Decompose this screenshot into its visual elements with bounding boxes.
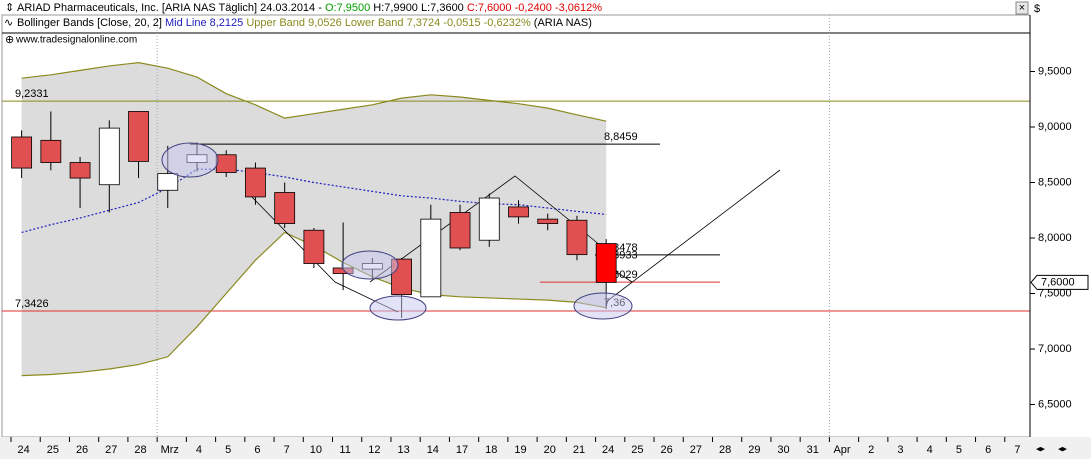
currency: $: [1034, 3, 1040, 15]
x-tick-label: 4: [927, 444, 933, 456]
x-tick-label: 28: [719, 444, 731, 456]
x-tick-label: 11: [339, 444, 350, 456]
indicator-icon: ∿: [4, 17, 13, 29]
x-tick-label: 29: [748, 444, 760, 456]
x-tick-label: 6: [985, 444, 991, 456]
header-icon: ⇕: [5, 2, 14, 14]
highlight-ellipse: [573, 292, 633, 320]
candle-body: [128, 111, 149, 162]
x-tick-label: 25: [47, 444, 59, 456]
level-label: 8,8459: [604, 131, 638, 143]
highlight-ellipse: [369, 295, 427, 321]
open: O:7,9500: [325, 2, 370, 14]
x-tick-label: 18: [485, 444, 497, 456]
level-label: 7,3426: [15, 298, 49, 310]
last-price-tag: [1030, 274, 1089, 290]
y-tick-label: 9,5000: [1038, 65, 1072, 77]
scroll-buttons: ◂▸ ◂▸: [1036, 443, 1068, 453]
x-tick-label: 13: [397, 444, 409, 456]
x-tick-label: 12: [368, 444, 380, 456]
close-button[interactable]: [1015, 1, 1029, 15]
last-price-label: 7,6000: [1041, 276, 1075, 288]
x-tick-label: 19: [514, 444, 526, 456]
indicator-line: Bollinger Bands [Close, 20, 2] Mid Line …: [17, 17, 592, 29]
y-tick-label: 6,5000: [1038, 398, 1072, 410]
candle-body: [157, 173, 179, 191]
highlight-ellipse: [341, 250, 399, 280]
candle-body: [40, 139, 62, 163]
x-tick-label: 30: [777, 444, 789, 456]
upper-band: Upper Band 9,0526: [246, 17, 341, 29]
mid-line: Mid Line 8,2125: [165, 17, 243, 29]
scroll-right[interactable]: ◂▸: [1058, 443, 1068, 453]
x-tick-label: 3: [897, 444, 903, 456]
x-tick-label: 26: [76, 444, 88, 456]
candle-body: [274, 192, 296, 224]
y-tick-label: 8,5000: [1038, 176, 1072, 188]
trend-line: [605, 169, 781, 303]
x-tick-label: 2: [868, 444, 874, 456]
candle-body: [215, 154, 237, 173]
high-low: H:7,9900 L:7,3600: [373, 2, 464, 14]
price-axis: [1030, 0, 1091, 459]
x-tick-label: 20: [544, 444, 556, 456]
header-title: ARIAD Pharmaceuticals, Inc. [ARIA NAS Tä…: [17, 2, 602, 14]
candle-body: [508, 206, 529, 218]
x-tick-label: 27: [690, 444, 702, 456]
x-tick-label: 31: [807, 444, 819, 456]
candle-body: [478, 197, 500, 241]
x-tick-label: 10: [310, 444, 322, 456]
x-tick-label: 24: [17, 444, 29, 456]
candle-body: [537, 218, 559, 224]
highlight-ellipse: [161, 142, 219, 178]
candle-body: [303, 229, 325, 264]
x-tick-label: 27: [105, 444, 117, 456]
x-tick-label: 5: [225, 444, 231, 456]
candle-body: [595, 243, 617, 283]
y-tick-label: 9,0000: [1038, 121, 1072, 133]
source: www.tradesignalonline.com: [15, 35, 137, 46]
source-icon: ⊕: [5, 34, 14, 46]
band-line: [21, 168, 607, 234]
candle-body: [98, 127, 120, 186]
band-line: [21, 62, 607, 122]
x-tick-label: 6: [254, 444, 260, 456]
candle-body: [449, 212, 471, 249]
x-tick-label: 21: [573, 444, 585, 456]
level-label: 7,8933: [604, 250, 638, 262]
symbol: (ARIA NAS): [534, 17, 592, 29]
title: ARIAD Pharmaceuticals, Inc. [ARIA NAS Tä…: [17, 2, 322, 14]
candle-body: [566, 219, 588, 256]
candle-body: [11, 136, 33, 169]
x-tick-label: 7: [284, 444, 290, 456]
x-tick-label: 5: [956, 444, 962, 456]
x-tick-label: 17: [456, 444, 468, 456]
x-tick-label: 7: [1014, 444, 1020, 456]
x-tick-label: 25: [631, 444, 643, 456]
x-tick-label: 4: [196, 444, 202, 456]
y-tick-label: 7,0000: [1038, 343, 1072, 355]
indicator: Bollinger Bands [Close, 20, 2]: [17, 17, 162, 29]
candle-body: [69, 162, 91, 179]
header: ⇕ ARIAD Pharmaceuticals, Inc. [ARIA NAS …: [4, 1, 1040, 46]
lower-band: Lower Band 7,3724 -0,0515 -0,6232%: [345, 17, 531, 29]
x-tick-label: 14: [427, 444, 439, 456]
scroll-left[interactable]: ◂▸: [1036, 443, 1046, 453]
level-label: 9,2331: [15, 88, 49, 100]
candle-body: [420, 218, 442, 298]
y-tick-label: 8,0000: [1038, 232, 1072, 244]
x-tick-label: Mrz: [161, 444, 179, 456]
x-tick-label: 26: [661, 444, 673, 456]
x-tick-label: 28: [134, 444, 146, 456]
close-icon[interactable]: ×: [1019, 2, 1025, 14]
y-tick-label: 7,5000: [1038, 287, 1072, 299]
x-tick-label: Apr: [833, 444, 850, 456]
close: C:7,6000 -0,2400 -3,0612%: [467, 2, 602, 14]
date-axis: [0, 437, 1091, 459]
candle-body: [245, 167, 266, 198]
band-area: [21, 62, 607, 376]
x-tick-label: 24: [602, 444, 614, 456]
